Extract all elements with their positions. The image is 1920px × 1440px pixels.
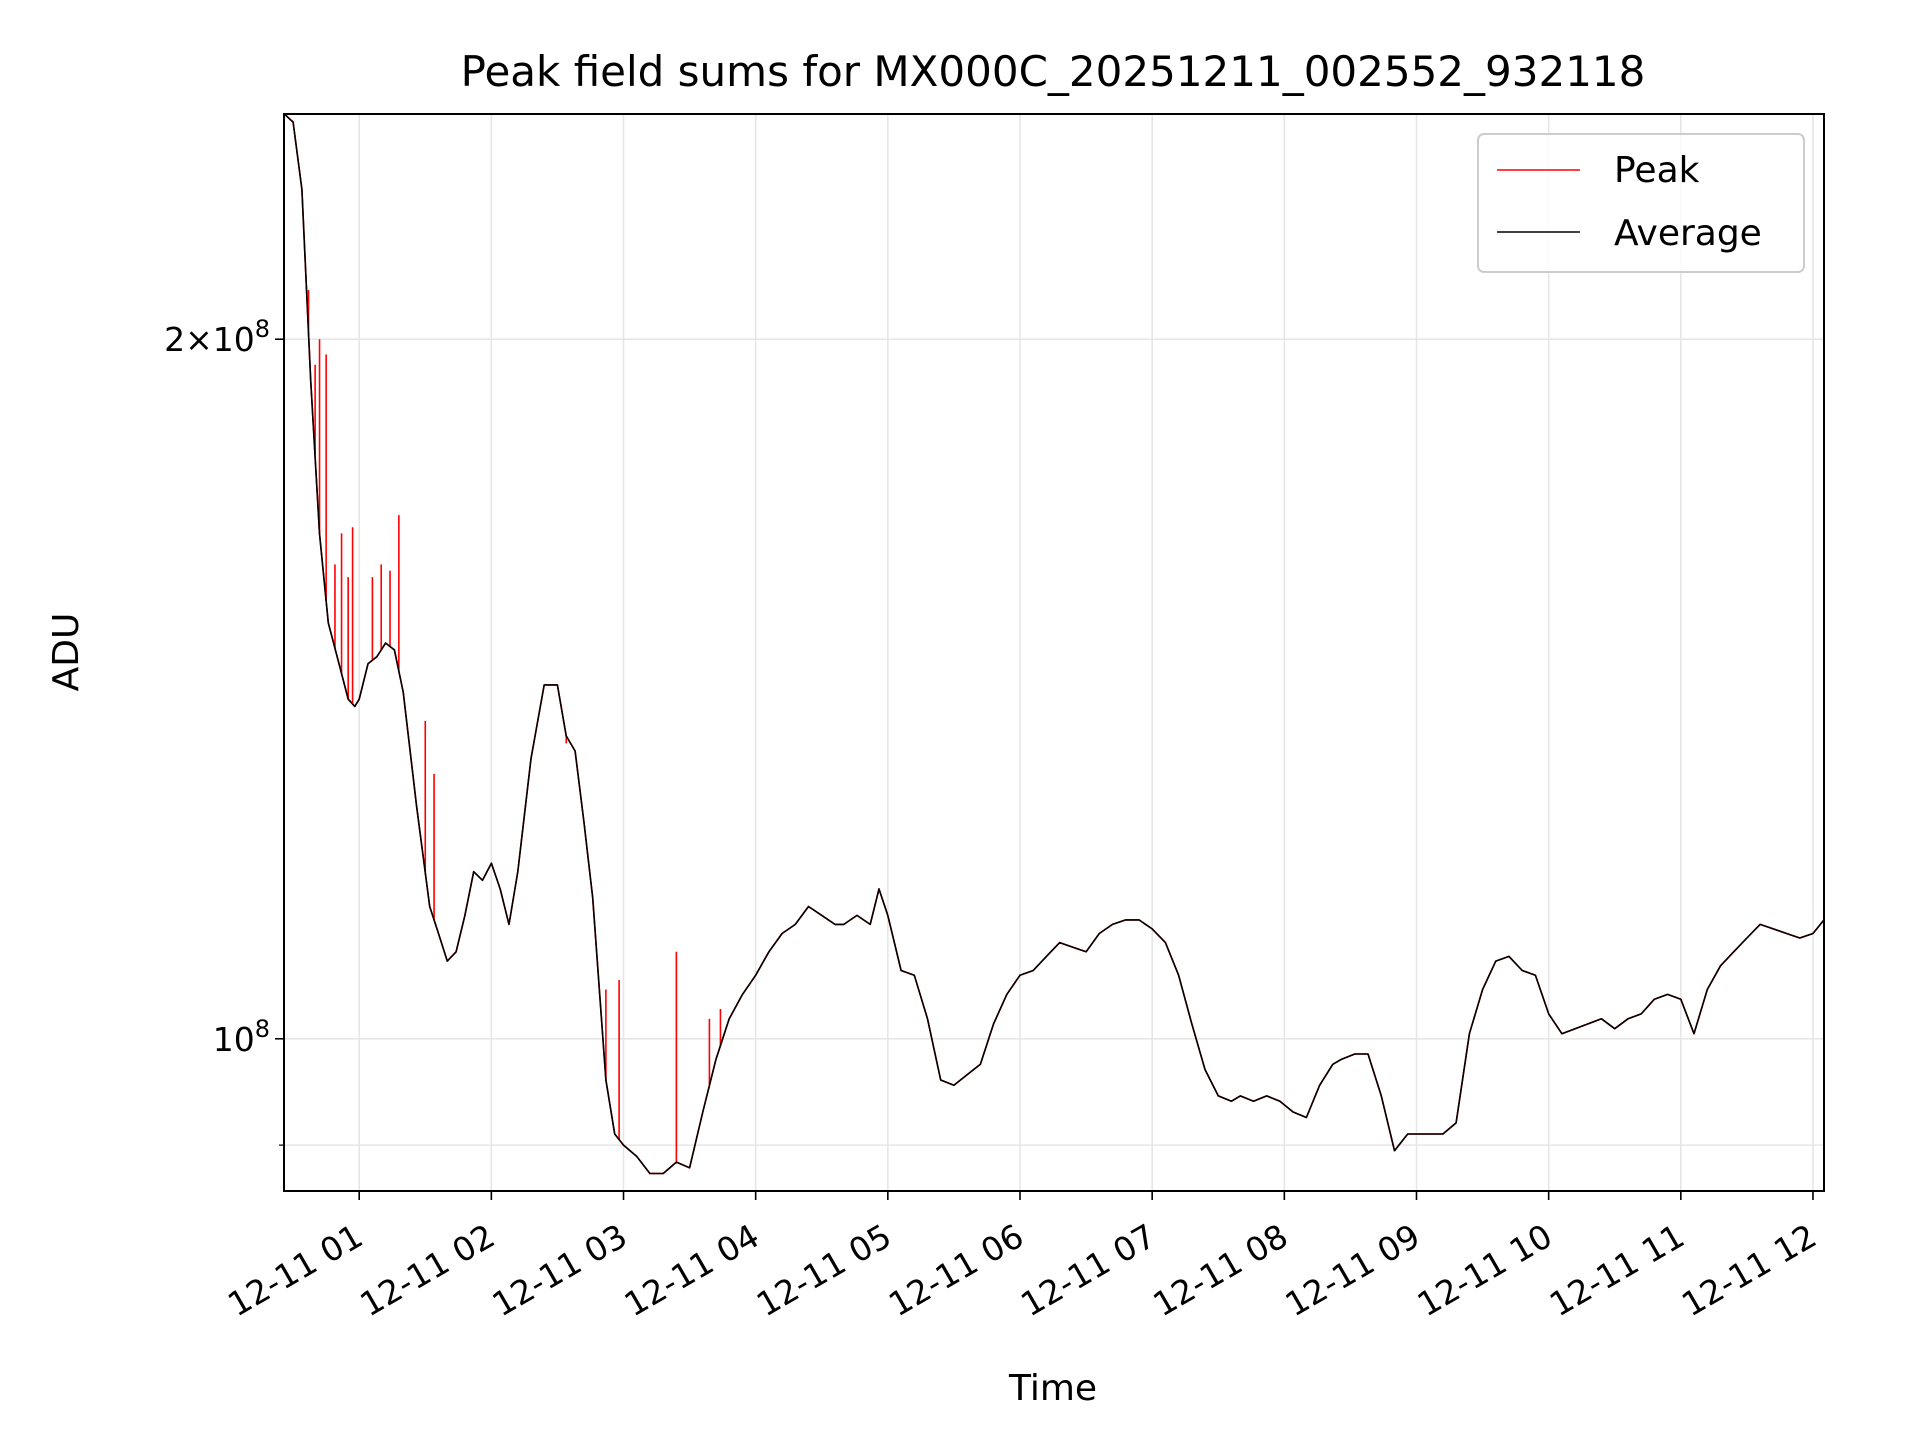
x-tick-label: 12-11 09 <box>1278 1216 1426 1324</box>
y-axis-title: ADU <box>46 613 87 692</box>
x-tick-label: 12-11 10 <box>1411 1216 1559 1324</box>
plot-series <box>284 114 1824 1175</box>
grid <box>284 114 1824 1191</box>
legend-average-label: Average <box>1614 213 1762 254</box>
x-tick-label: 12-11 01 <box>221 1216 369 1324</box>
x-tick-label: 12-11 08 <box>1146 1216 1294 1324</box>
chart-title: Peak field sums for MX000C_20251211_0025… <box>461 47 1646 96</box>
x-tick-label: 12-11 05 <box>750 1216 898 1324</box>
plot-area-frame <box>283 113 1825 1192</box>
x-tick-label: 12-11 07 <box>1014 1216 1162 1324</box>
x-tick-label: 12-11 04 <box>618 1216 766 1324</box>
x-tick-label: 12-11 02 <box>353 1216 501 1324</box>
y-tick-label: 108 <box>213 1015 270 1059</box>
x-tick-label: 12-11 12 <box>1675 1216 1823 1324</box>
legend-box <box>1477 133 1805 273</box>
legend: Peak Average <box>1477 133 1805 273</box>
x-tick-label: 12-11 03 <box>486 1216 634 1324</box>
y-axis: 2×108 108 <box>164 315 284 1146</box>
x-tick-label: 12-11 06 <box>882 1216 1030 1324</box>
legend-peak-label: Peak <box>1614 150 1700 191</box>
x-tick-label: 12-11 11 <box>1543 1216 1691 1324</box>
series-line-average <box>284 114 1824 1175</box>
x-axis-title: Time <box>1008 1368 1097 1409</box>
y-tick-label: 2×108 <box>164 315 270 359</box>
